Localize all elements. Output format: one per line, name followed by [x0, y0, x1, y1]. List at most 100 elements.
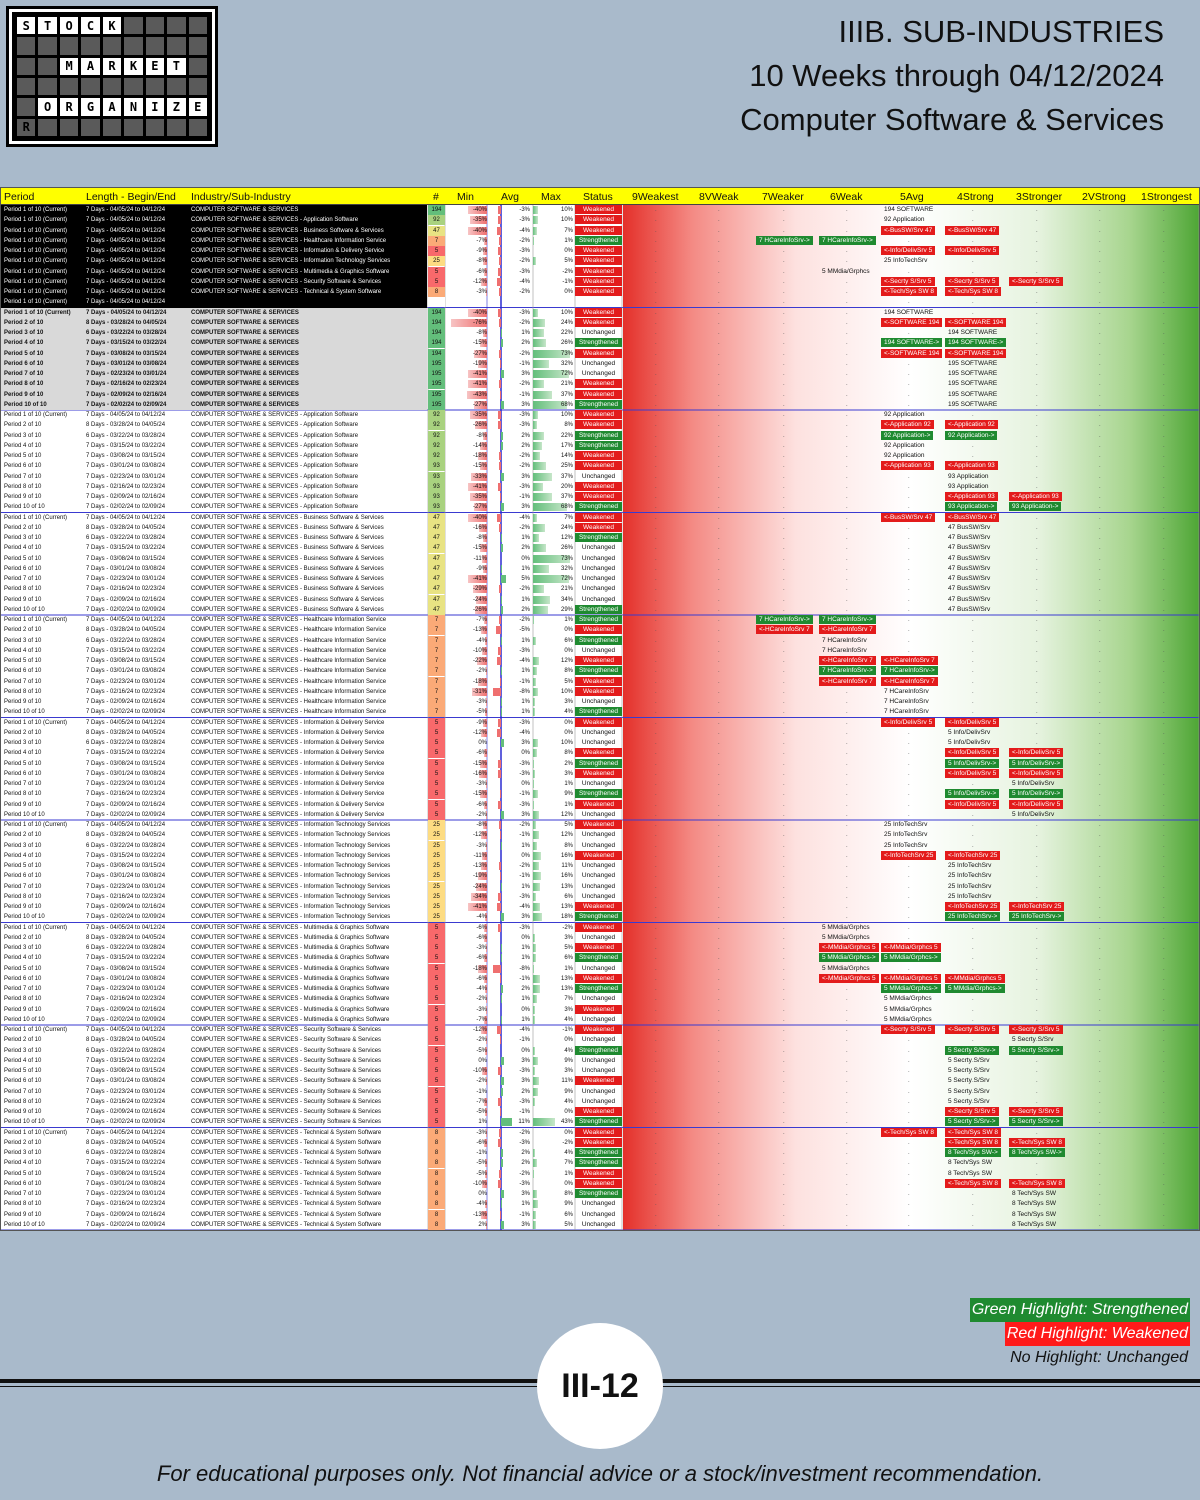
empty-dot: . — [908, 1068, 910, 1074]
empty-dot: . — [846, 555, 848, 562]
table-row: Period 10 of 10 7 Days - 02/02/24 to 02/0… — [1, 399, 1199, 410]
min-cell: -2% — [476, 1078, 487, 1085]
empty-dot: . — [908, 914, 910, 921]
table-row: Period 4 of 10 7 Days - 03/15/24 to 03/22… — [1, 1158, 1199, 1169]
empty-dot: . — [908, 309, 910, 316]
empty-dot: . — [1163, 514, 1165, 521]
empty-dot: . — [1163, 453, 1165, 459]
strength-label: 25 InfoTechSrv-> — [945, 912, 1001, 922]
count-cell: 5 — [428, 748, 445, 759]
table-row: Period 1 of 10 (Current) 7 Days - 04/05/2… — [1, 287, 1199, 298]
period-cell: Period 8 of 10 — [4, 586, 42, 593]
col-5avg: 5Avg — [900, 191, 924, 203]
empty-dot: . — [908, 453, 910, 459]
empty-dot: . — [718, 1170, 720, 1177]
empty-dot: . — [783, 811, 785, 818]
avg-cell: -2% — [519, 289, 530, 295]
count-cell: 5 — [428, 779, 445, 789]
count-cell: 5 — [428, 1107, 445, 1117]
empty-dot: . — [846, 309, 848, 316]
empty-dot: . — [908, 832, 910, 839]
empty-dot: . — [1099, 1170, 1101, 1177]
strength-label: <-BusSW/Srv 47 — [881, 225, 936, 235]
empty-dot: . — [1036, 945, 1038, 951]
table-row: Period 7 of 10 7 Days - 02/23/24 to 03/01… — [1, 471, 1199, 482]
empty-dot: . — [1036, 832, 1038, 839]
empty-dot: . — [908, 822, 910, 828]
status-cell: Unchanged — [581, 1015, 616, 1023]
empty-dot: . — [718, 545, 720, 552]
empty-dot: . — [972, 453, 974, 459]
status-cell: Weakened — [575, 287, 622, 296]
industry-cell: COMPUTER SOFTWARE & SERVICES - Multimedi… — [191, 996, 390, 1003]
empty-dot: . — [846, 1119, 848, 1126]
industry-cell: COMPUTER SOFTWARE & SERVICES - Business … — [191, 535, 384, 541]
min-cell: -4% — [476, 637, 487, 644]
period-cell: Period 2 of 10 — [4, 1139, 42, 1146]
status-cell: Weakened — [575, 266, 622, 276]
period-cell: Period 1 of 10 (Current) — [4, 227, 68, 234]
empty-dot: . — [1036, 1016, 1038, 1023]
empty-dot: . — [846, 852, 848, 859]
empty-dot: . — [1163, 719, 1165, 726]
strength-label: 8 Tech/Sys SW — [948, 1159, 992, 1167]
min-cell: -4% — [476, 986, 487, 992]
empty-dot: . — [1163, 1160, 1165, 1167]
length-cell: 7 Days - 03/08/24 to 03/15/24 — [86, 350, 167, 357]
strength-label: 25 InfoTechSrv — [948, 872, 992, 880]
period-cell: Period 6 of 10 — [4, 1180, 42, 1187]
status-cell: Unchanged — [581, 544, 616, 552]
strength-label: 7 HCareInfoSrv — [822, 636, 867, 644]
length-cell: 7 Days - 04/05/24 to 04/12/24 — [86, 248, 166, 254]
status-cell: Weakened — [575, 205, 622, 214]
max-cell: 6% — [564, 1211, 573, 1218]
empty-dot: . — [718, 1088, 720, 1095]
max-cell: 8% — [564, 668, 573, 675]
max-bar — [533, 964, 534, 973]
logo-cell — [124, 17, 143, 35]
strength-label: <-Secrty S/Srv 5 — [881, 1025, 935, 1034]
table-row: Period 1 of 10 (Current) 7 Days - 04/05/2… — [1, 235, 1199, 246]
table-row: Period 2 of 10 8 Days - 03/28/24 to 04/05… — [1, 522, 1199, 533]
min-bar — [475, 882, 487, 891]
max-bar — [533, 534, 539, 542]
empty-dot: . — [846, 740, 848, 746]
length-cell: 7 Days - 04/05/24 to 04/12/24 — [86, 1027, 166, 1033]
empty-dot: . — [1099, 514, 1101, 521]
status-cell: Strengthened — [575, 430, 622, 440]
empty-dot: . — [1163, 822, 1165, 828]
avg-cell: -3% — [519, 483, 530, 490]
max-bar — [533, 1056, 538, 1065]
logo-cell: T — [38, 17, 57, 35]
strength-label: <-Tech/Sys SW 8 — [945, 1137, 1002, 1147]
status-cell: Unchanged — [581, 933, 616, 941]
logo-cell: Z — [167, 98, 186, 116]
empty-dot: . — [783, 453, 785, 459]
empty-dot: . — [783, 719, 785, 726]
empty-dot: . — [718, 504, 720, 511]
period-cell: Period 1 of 10 (Current) — [4, 207, 68, 213]
empty-dot: . — [655, 237, 657, 244]
max-cell: 4% — [564, 1098, 573, 1105]
avg-cell: 1% — [521, 996, 530, 1003]
count-cell: 5 — [428, 953, 445, 964]
avg-bar — [499, 1169, 501, 1178]
empty-dot: . — [783, 791, 785, 798]
avg-cell: -3% — [519, 1180, 530, 1187]
max-cell: 3% — [564, 699, 573, 705]
strength-label: 92 Application — [884, 441, 925, 449]
avg-cell: 1% — [521, 709, 530, 716]
empty-dot: . — [908, 494, 910, 500]
empty-dot: . — [718, 1211, 720, 1218]
avg-cell: -1% — [519, 873, 530, 880]
empty-dot: . — [846, 330, 848, 336]
empty-dot: . — [655, 350, 657, 357]
table-row: Period 1 of 10 (Current) 7 Days - 04/05/2… — [1, 256, 1199, 267]
empty-dot: . — [908, 873, 910, 880]
empty-dot: . — [1163, 1016, 1165, 1023]
strength-label: 5 MMdia/Grphcs — [822, 267, 870, 275]
strength-label: <-Application 93 — [881, 461, 934, 471]
industry-cell: COMPUTER SOFTWARE & SERVICES — [191, 309, 299, 316]
table-row: Period 10 of 10 7 Days - 02/02/24 to 02/0… — [1, 502, 1199, 513]
period-cell: Period 6 of 10 — [4, 360, 44, 367]
